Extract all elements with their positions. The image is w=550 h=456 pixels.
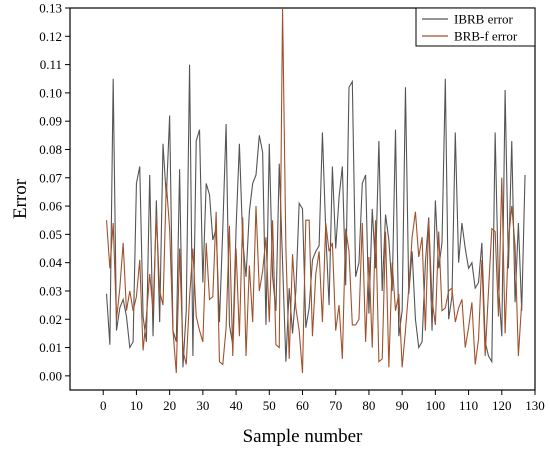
legend-label-ibrb: IBRB error bbox=[454, 12, 514, 27]
y-axis-title: Error bbox=[10, 178, 31, 219]
y-tick-label: 0.10 bbox=[39, 85, 62, 100]
y-tick-label: 0.13 bbox=[39, 1, 62, 16]
x-tick-label: 20 bbox=[163, 398, 176, 413]
x-tick-label: 100 bbox=[426, 398, 446, 413]
y-tick-label: 0.00 bbox=[39, 368, 62, 383]
legend-box bbox=[415, 7, 536, 47]
x-tick-label: 120 bbox=[492, 398, 512, 413]
series-lines bbox=[105, 7, 526, 374]
x-tick-label: 0 bbox=[100, 398, 107, 413]
x-tick-label: 80 bbox=[362, 398, 375, 413]
y-tick-label: 0.06 bbox=[39, 199, 62, 214]
x-tick-label: 40 bbox=[230, 398, 243, 413]
x-axis-title: Sample number bbox=[243, 426, 363, 447]
y-tick-label: 0.09 bbox=[39, 114, 62, 129]
x-tick-label: 130 bbox=[525, 398, 545, 413]
x-tick-label: 110 bbox=[459, 398, 478, 413]
y-tick-label: 0.02 bbox=[39, 312, 62, 327]
axes bbox=[65, 7, 536, 395]
series-line-brbf bbox=[105, 7, 523, 374]
y-tick-label: 0.03 bbox=[39, 283, 62, 298]
x-tick-label: 70 bbox=[329, 398, 342, 413]
y-tick-label: 0.12 bbox=[39, 29, 62, 44]
y-tick-label: 0.07 bbox=[39, 170, 62, 185]
x-tick-label: 60 bbox=[296, 398, 309, 413]
x-tick-label: 50 bbox=[263, 398, 276, 413]
y-tick-label: 0.11 bbox=[40, 57, 62, 72]
y-tick-label: 0.01 bbox=[39, 340, 62, 355]
tick-labels: 0 10 20 30 40 50 60 70 80 90 100 110 120 130 0.00 0.01 0… bbox=[39, 1, 545, 414]
x-tick-label: 10 bbox=[130, 398, 143, 413]
plot-frame bbox=[69, 7, 536, 391]
legend-label-brbf: BRB-f error bbox=[454, 29, 518, 44]
series-line-ibrb bbox=[105, 64, 526, 368]
y-tick-label: 0.04 bbox=[39, 255, 62, 270]
legend: IBRB error BRB-f error bbox=[415, 7, 536, 47]
x-tick-label: 30 bbox=[196, 398, 209, 413]
y-tick-label: 0.05 bbox=[39, 227, 62, 242]
x-tick-label: 90 bbox=[396, 398, 409, 413]
y-tick-label: 0.08 bbox=[39, 142, 62, 157]
